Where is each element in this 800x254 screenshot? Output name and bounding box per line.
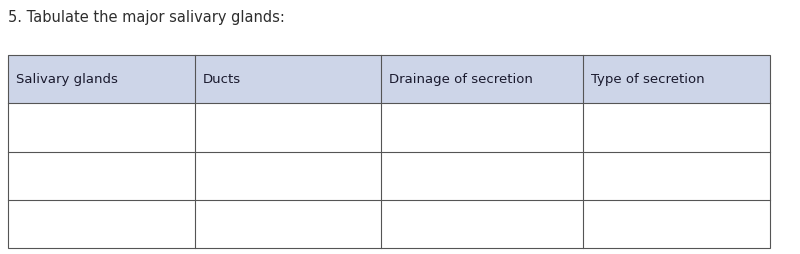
Text: Ducts: Ducts [202, 73, 241, 86]
Bar [583, 55, 770, 103]
Bar [194, 103, 382, 151]
Bar [194, 200, 382, 248]
Text: Salivary glands: Salivary glands [16, 73, 118, 86]
Text: 5. Tabulate the major salivary glands:: 5. Tabulate the major salivary glands: [8, 10, 285, 25]
Text: Drainage of secretion: Drainage of secretion [390, 73, 534, 86]
Bar [194, 55, 382, 103]
Bar [583, 151, 770, 200]
Bar [382, 200, 583, 248]
Bar [583, 103, 770, 151]
Bar [382, 103, 583, 151]
Bar [194, 151, 382, 200]
Bar [8, 151, 194, 200]
Bar [8, 103, 194, 151]
Text: Type of secretion: Type of secretion [591, 73, 705, 86]
Bar [382, 151, 583, 200]
Bar [583, 200, 770, 248]
Bar [8, 200, 194, 248]
Bar [8, 55, 770, 248]
Bar [8, 55, 194, 103]
Bar [382, 55, 583, 103]
